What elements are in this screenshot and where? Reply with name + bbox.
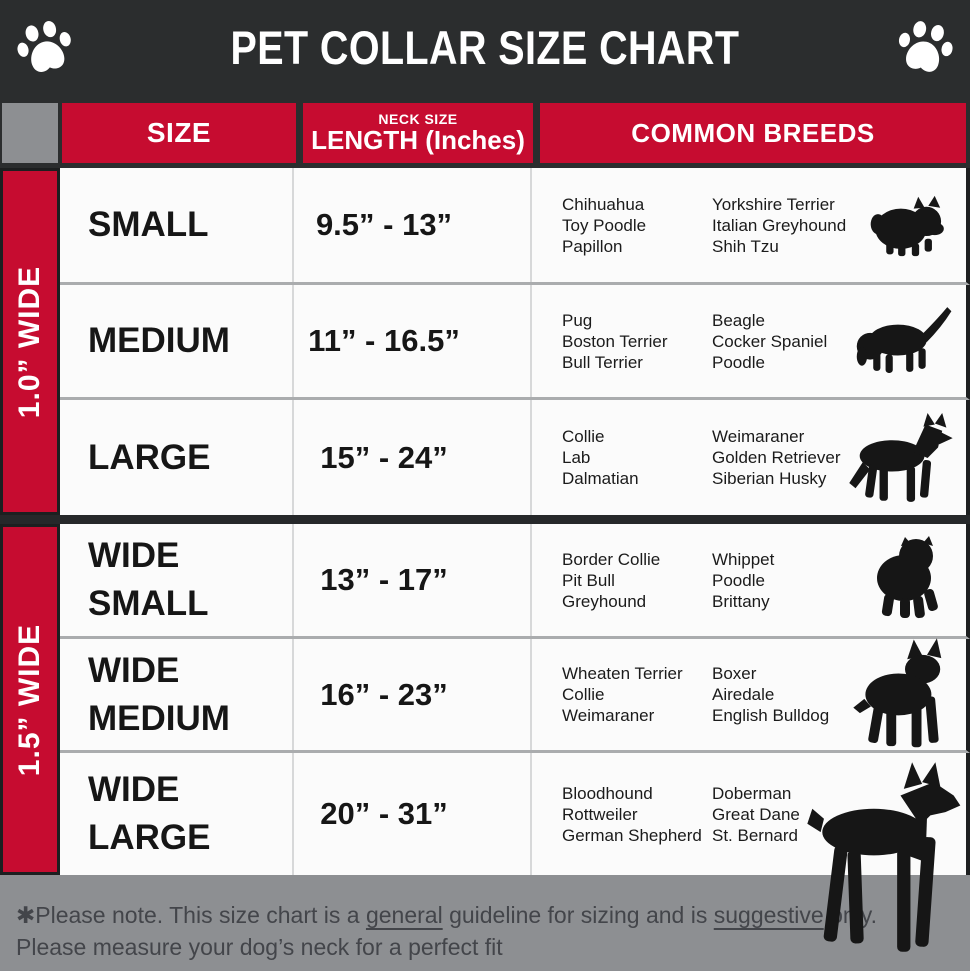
size-cell: WIDE SMALL — [60, 524, 294, 636]
width-band-1.0: 1.0” WIDE — [0, 168, 60, 515]
column-header-size: SIZE — [62, 103, 296, 163]
length-cell: 15” - 24” — [294, 400, 532, 515]
width-band-label: 1.0” WIDE — [13, 265, 46, 418]
neck-size-label: NECK SIZE — [378, 111, 458, 127]
breed-list: Boxer Airedale English Bulldog — [712, 664, 830, 725]
pomeranian-dog-silhouette — [862, 194, 958, 258]
underlined-word: suggestive — [713, 902, 824, 928]
table-row-wide-small: WIDE SMALL 13” - 17” Border Collie Pit B… — [60, 524, 970, 639]
breed-list: Border Collie Pit Bull Greyhound — [562, 549, 661, 611]
width-band-label: 1.5” WIDE — [13, 623, 46, 776]
breeds-cell: Chihuahua Toy Poodle Papillon Yorkshire … — [532, 168, 966, 282]
table-row-small: SMALL 9.5” - 13” Chihuahua Toy Poodle Pa… — [60, 168, 970, 285]
breed-list: Yorkshire Terrier Italian Greyhound Shih… — [712, 194, 847, 256]
paw-print-icon — [891, 13, 960, 82]
table-header-corner — [2, 103, 58, 163]
doberman-dog-silhouette — [804, 757, 962, 967]
breeds-cell: Wheaten Terrier Collie Weimaraner Boxer … — [532, 639, 966, 750]
column-header-length: NECK SIZE LENGTH (Inches) — [303, 103, 533, 163]
table-row-wide-large: WIDE LARGE 20” - 31” Bloodhound Rottweil… — [60, 753, 970, 952]
length-cell: 11” - 16.5” — [294, 285, 532, 397]
length-cell: 13” - 17” — [294, 524, 532, 636]
width-group-1: 1.0” WIDE SMALL 9.5” - 13” Chihuahua Toy… — [0, 168, 970, 515]
length-label: LENGTH (Inches) — [311, 125, 525, 155]
breed-list: Wheaten Terrier Collie Weimaraner — [562, 664, 683, 725]
underlined-word: general — [365, 902, 443, 928]
beagle-dog-silhouette — [840, 303, 962, 375]
table-row-medium: MEDIUM 11” - 16.5” Pug Boston Terrier Bu… — [60, 285, 970, 400]
breed-list: Beagle Cocker Spaniel Poodle — [712, 310, 828, 372]
size-cell: WIDE LARGE — [60, 753, 294, 875]
width-band-1.5: 1.5” WIDE — [0, 524, 60, 875]
table-row-wide-medium: WIDE MEDIUM 16” - 23” Wheaten Terrier Co… — [60, 638, 970, 753]
bulldog-dog-silhouette — [854, 534, 958, 624]
page-title: PET COLLAR SIZE CHART — [230, 21, 740, 74]
size-cell: SMALL — [60, 168, 294, 282]
length-cell: 9.5” - 13” — [294, 168, 532, 282]
disclaimer-footer: ✱Please note. This size chart is a gener… — [0, 875, 970, 971]
pit-bull-dog-silhouette — [850, 635, 960, 755]
breeds-cell: Pug Boston Terrier Bull Terrier Beagle C… — [532, 285, 966, 397]
width-group-2: 1.5” WIDE WIDE SMALL 13” - 17” Border Co… — [0, 524, 970, 952]
table-row-large: LARGE 15” - 24” Collie Lab Dalmatian Wei… — [60, 400, 970, 515]
breeds-cell: Bloodhound Rottweiler German Shepherd Do… — [532, 753, 966, 875]
disclaimer-line-2: Please measure your dog’s neck for a per… — [16, 934, 503, 960]
banner: PET COLLAR SIZE CHART — [0, 0, 970, 95]
paw-print-icon — [10, 12, 80, 82]
german-shepherd-dog-silhouette — [840, 412, 964, 506]
size-cell: MEDIUM — [60, 285, 294, 397]
breeds-cell: Border Collie Pit Bull Greyhound Whippet… — [532, 524, 966, 636]
breed-list: Collie Lab Dalmatian — [562, 427, 639, 488]
length-cell: 16” - 23” — [294, 639, 532, 750]
breed-list: Whippet Poodle Brittany — [712, 549, 775, 611]
column-header-breeds: COMMON BREEDS — [540, 103, 966, 163]
breed-list: Weimaraner Golden Retriever Siberian Hus… — [712, 427, 841, 488]
breed-list: Doberman Great Dane St. Bernard — [712, 783, 800, 845]
breeds-cell: Collie Lab Dalmatian Weimaraner Golden R… — [532, 400, 966, 515]
breed-list: Pug Boston Terrier Bull Terrier — [562, 310, 668, 372]
breed-list: Bloodhound Rottweiler German Shepherd — [562, 783, 702, 845]
breed-list: Chihuahua Toy Poodle Papillon — [562, 194, 647, 256]
length-cell: 20” - 31” — [294, 753, 532, 875]
table-header: SIZE NECK SIZE LENGTH (Inches) COMMON BR… — [0, 103, 970, 163]
size-cell: WIDE MEDIUM — [60, 639, 294, 750]
size-cell: LARGE — [60, 400, 294, 515]
group-divider — [0, 515, 970, 524]
